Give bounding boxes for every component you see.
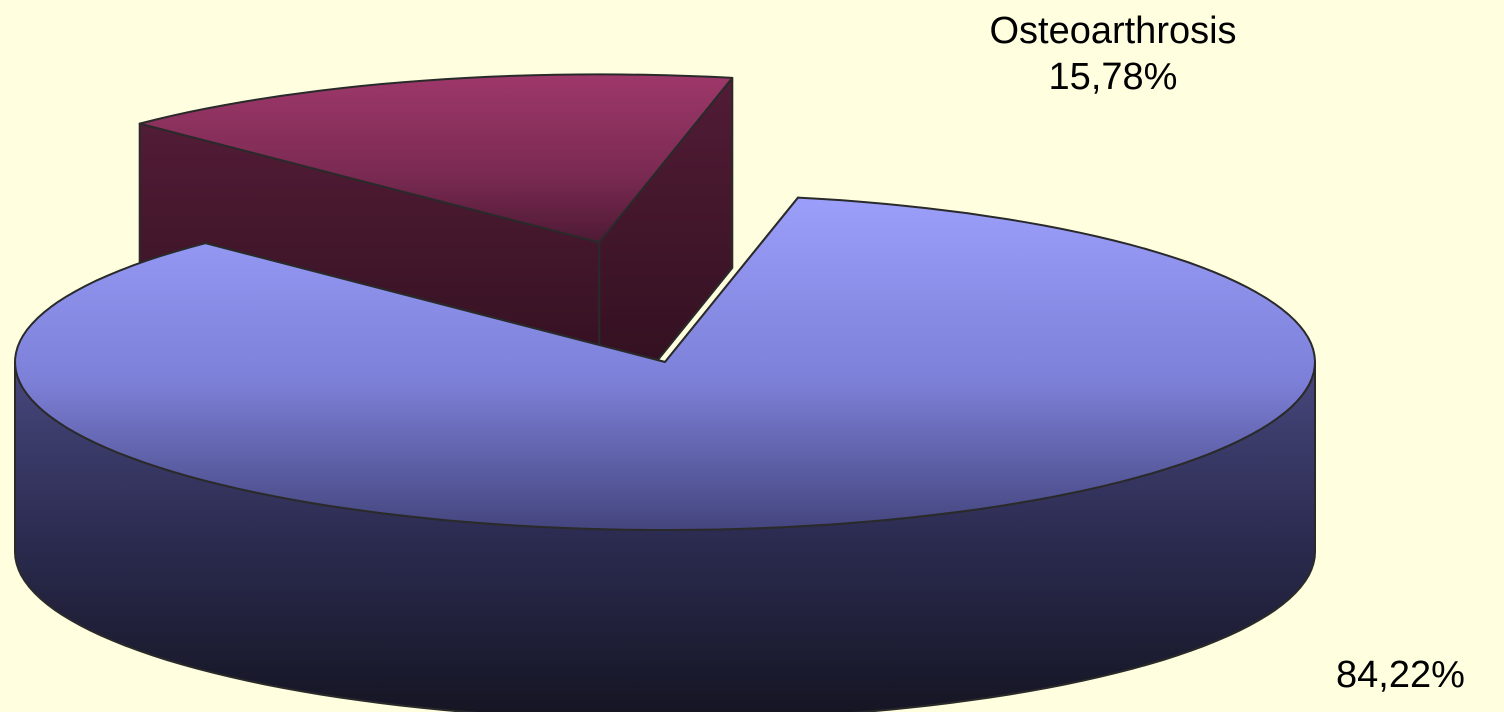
slice-percent-other: 84,22% bbox=[1336, 654, 1465, 696]
pie-slice-other bbox=[14, 196, 1316, 712]
pie-slice-top-other bbox=[14, 196, 1316, 531]
slice-label-osteoarthrosis: Osteoarthrosis 15,78% bbox=[953, 8, 1273, 100]
slice-name-osteoarthrosis: Osteoarthrosis bbox=[989, 10, 1237, 52]
slice-label-other: 84,22% bbox=[1336, 652, 1465, 698]
slice-percent-osteoarthrosis: 15,78% bbox=[1048, 56, 1178, 98]
pie-slice-top-osteoarthrosis bbox=[138, 73, 734, 244]
